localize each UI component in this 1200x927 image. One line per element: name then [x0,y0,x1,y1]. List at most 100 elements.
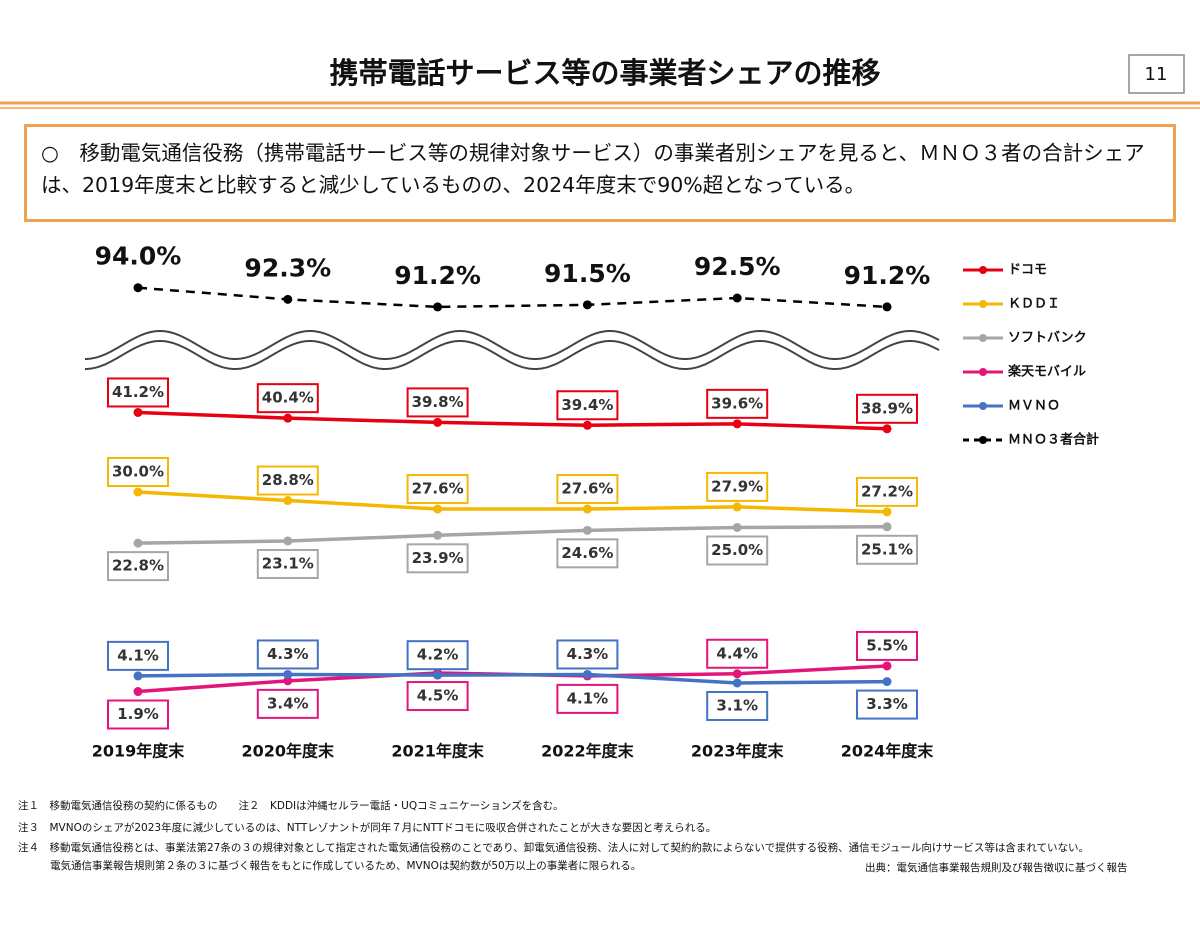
data-label-box [856,476,918,507]
point [882,661,892,671]
point [133,407,143,417]
data-label-box [706,690,769,721]
point [582,525,592,535]
data-label: 41.2% [112,383,164,401]
data-label-box [856,630,918,661]
data-label-box [556,538,619,569]
point [433,504,443,514]
data-label: 91.2% [844,261,931,290]
legend-swatch [979,300,987,308]
data-label: 4.1% [117,646,159,664]
legend-label: ソフトバンク [1008,331,1087,346]
data-label: 4.3% [567,645,609,663]
data-label: 25.1% [861,540,913,558]
data-label-box [256,548,319,579]
data-label-box [107,457,169,487]
data-label-box [556,474,619,505]
data-label-box [556,639,619,670]
point [283,669,293,679]
note: 電気通信事業報告規則第２条の３に基づく報告をもとに作成しているため、MVNOは契… [50,860,642,872]
data-label: 23.1% [262,554,314,572]
legend-label: ＭＮＯ３者合計 [1008,432,1099,448]
data-label-box [556,683,619,714]
legend-label: 楽天モバイル [1007,364,1086,380]
point [732,523,742,532]
legend-label: ドコモ [1008,263,1047,278]
data-label: 23.9% [412,549,464,567]
data-label-box [406,543,469,574]
point [882,424,892,434]
source: 出典：電気通信事業報告規則及び報告徴収に基づく報告 [865,861,1128,874]
data-label: 4.5% [417,687,459,705]
data-label: 27.2% [861,482,913,500]
data-label: 91.5% [544,259,631,288]
data-label-box [556,390,619,421]
data-label-box [856,689,918,720]
series-line [137,286,888,309]
point [133,487,143,497]
data-label: 27.6% [412,480,464,498]
data-label-box [406,387,469,418]
note: 注３ MVNOのシェアが2023年度に減少しているのは、NTTレゾナントが同年７… [18,822,717,834]
series-line [137,664,888,694]
data-label: 24.6% [561,544,613,562]
point [133,283,143,293]
legend-label: ＫＤＤＩ [1008,297,1060,312]
point [582,669,592,679]
data-label: 4.2% [417,646,459,664]
x-tick-label: 2019年度末 [92,742,186,761]
data-label: 28.8% [262,471,314,489]
data-label-box [256,465,319,496]
data-label: 3.1% [716,696,758,714]
series-line [137,490,888,514]
data-label-box [706,535,769,566]
data-label: 4.4% [716,644,758,662]
summary-box: ○ 移動電気通信役務（携帯電話サービス等の規律対象サービス）の事業者別シェアを見… [24,124,1176,222]
data-label: 27.6% [561,480,613,498]
point [283,294,293,304]
point [582,420,592,430]
data-label-box [856,393,918,424]
x-tick-label: 2024年度末 [841,742,935,761]
data-label: 39.6% [711,394,763,412]
x-tick-label: 2020年度末 [242,742,336,761]
axis-break [85,340,940,370]
series-line [137,410,888,431]
point [882,522,892,532]
legend-swatch [979,334,987,342]
data-label-box [406,640,469,671]
note: 注１ 移動電気通信役務の契約に係るもの 注２ KDDIは沖縄セルラー電話・UQコ… [18,800,564,812]
data-label-box [406,681,469,712]
point [283,676,293,686]
x-tick-label: 2023年度末 [691,742,785,761]
data-label: 92.3% [244,253,331,282]
data-label-box [706,471,769,502]
page-number-box [1128,54,1185,94]
point [732,669,742,679]
data-label-box [107,551,169,582]
data-label-box [706,638,769,669]
point [582,300,592,310]
data-label: 94.0% [95,242,182,271]
data-label-box [107,640,169,671]
point [732,419,742,429]
series-line [137,525,888,545]
legend-label: ＭＶＮＯ [1008,399,1060,414]
point [732,678,742,688]
data-label: 4.1% [567,689,609,707]
data-label: 39.4% [561,396,613,414]
data-label: 40.4% [262,389,314,407]
legend-swatch [979,266,987,274]
point [283,496,293,506]
data-label-box [256,688,319,719]
data-label: 38.9% [861,399,913,417]
data-label: 27.9% [711,477,763,495]
point [582,504,592,514]
data-label: 1.9% [117,705,159,723]
legend-swatch [979,402,987,410]
point [882,677,892,687]
point [732,293,742,303]
note: 注４ 移動電気通信役務とは、事業法第27条の３の規律対象として指定された電気通信… [18,842,1090,854]
data-label-box [856,534,918,565]
